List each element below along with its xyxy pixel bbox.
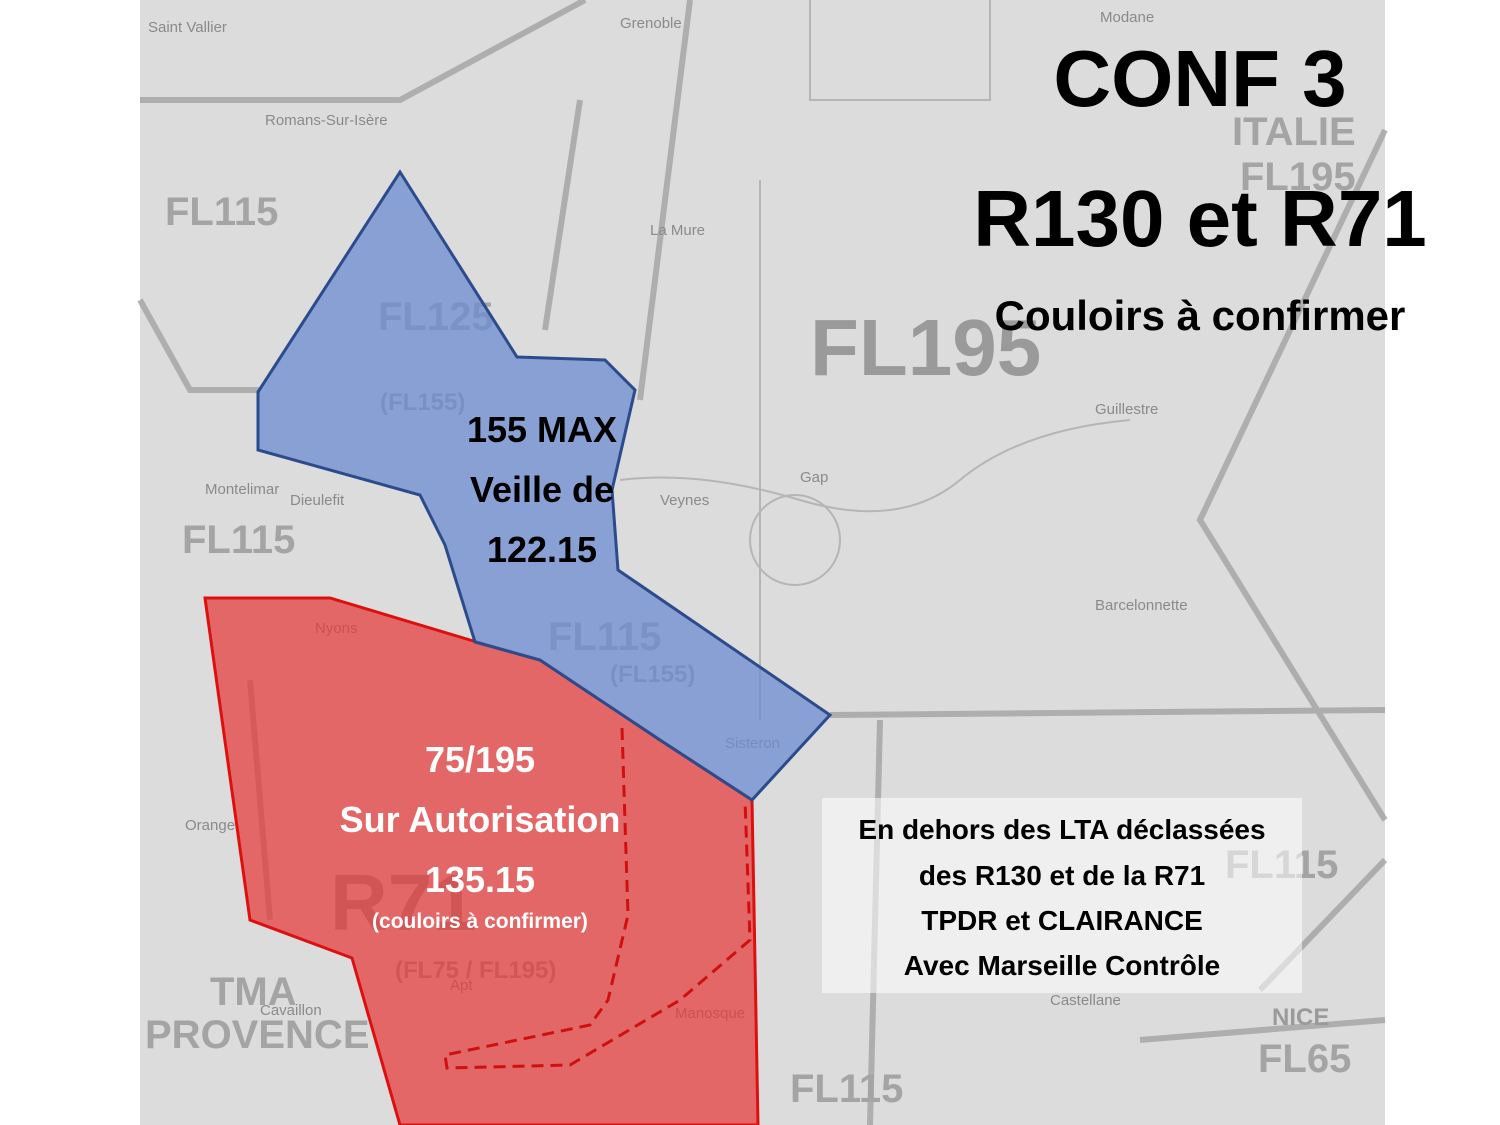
zone-label: 155 MAX [467, 409, 617, 450]
map-label: Montelimar [205, 481, 279, 498]
zone-label: 122.15 [487, 529, 597, 570]
map-label: Guillestre [1095, 401, 1158, 418]
map-label: FL195 [1240, 155, 1356, 199]
map-label: PROVENCE [145, 1013, 370, 1057]
boundary [809, 0, 991, 101]
header-note: Couloirs à confirmer [995, 292, 1406, 339]
map-label: Dieulefit [290, 492, 345, 509]
map-label: Orange [185, 817, 235, 834]
zone-label: Sur Autorisation [340, 799, 621, 840]
boundary [829, 707, 1386, 718]
map-label: Barcelonnette [1095, 597, 1188, 614]
boundary [137, 298, 260, 393]
r130-zone [256, 169, 833, 802]
boundary [1196, 128, 1388, 822]
map-label: ITALIE [1232, 110, 1356, 154]
zone-label: 135.15 [425, 859, 535, 900]
zone-label: 75/195 [425, 739, 535, 780]
boundary [140, 0, 587, 103]
boundary [1139, 1017, 1386, 1043]
map-label: Veynes [660, 492, 709, 509]
info-box [822, 798, 1302, 993]
subtitle: R130 et R71 [973, 174, 1427, 263]
map-label: FL115 [790, 1067, 903, 1111]
map-details [619, 0, 1131, 720]
map-label: Castellane [1050, 992, 1121, 1009]
map-label: FL115 [182, 518, 295, 562]
map-label: NICE [1272, 1004, 1329, 1031]
map-label: Saint Vallier [148, 19, 227, 36]
boundary [637, 0, 693, 401]
info-line: des R130 et de la R71 [919, 860, 1205, 891]
river [619, 419, 1131, 513]
map-label: Grenoble [620, 15, 682, 32]
zone-label: Veille de [470, 469, 614, 510]
info-line: TPDR et CLAIRANCE [921, 905, 1203, 936]
boundary [542, 99, 583, 331]
circle [749, 494, 841, 586]
map-label: Cavaillon [260, 1002, 322, 1019]
info-line: Avec Marseille Contrôle [904, 950, 1220, 981]
corridor [443, 727, 752, 1070]
map-label: FL195 [810, 303, 1041, 392]
map-label: Modane [1100, 9, 1154, 26]
map-label: FL65 [1258, 1037, 1351, 1081]
map-label: Gap [800, 469, 828, 486]
title: CONF 3 [1053, 34, 1346, 123]
info-line: En dehors des LTA déclassées [858, 814, 1265, 845]
map-label: Romans-Sur-Isère [265, 112, 388, 129]
map-label: TMA [210, 970, 297, 1014]
map-label: FL115 [165, 190, 278, 234]
map-label: La Mure [650, 222, 705, 239]
zone-note: (couloirs à confirmer) [372, 910, 588, 933]
